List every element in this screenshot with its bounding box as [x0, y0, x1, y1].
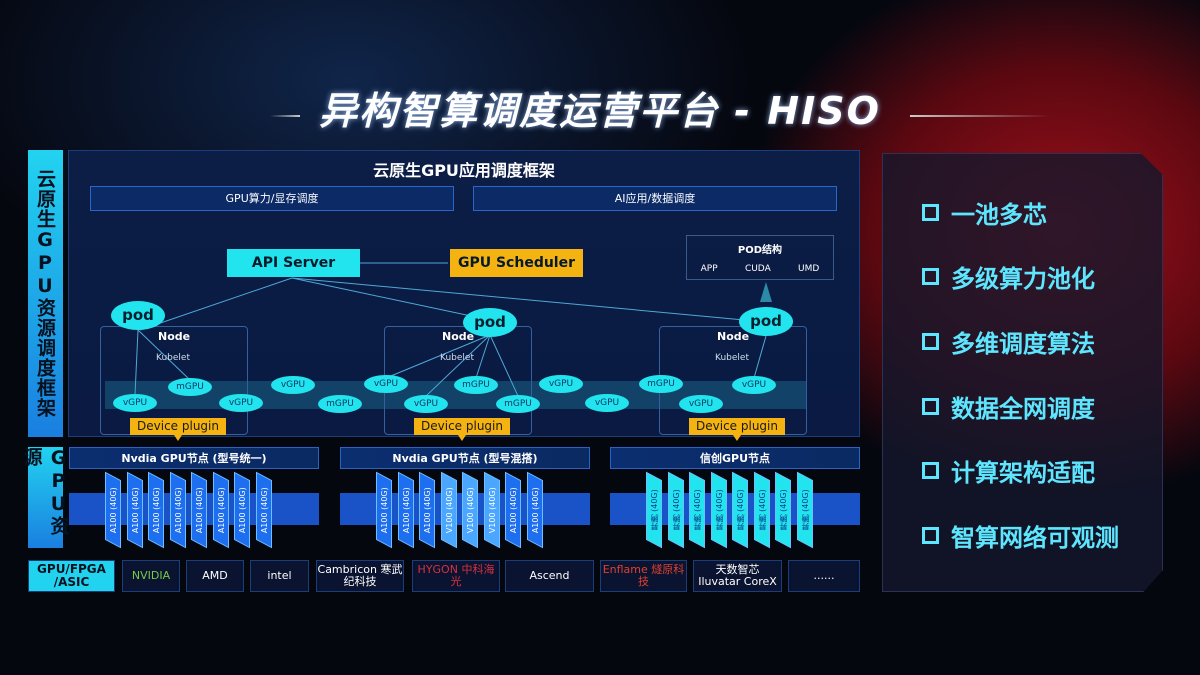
vendor-logo: Ascend [505, 560, 594, 592]
gpu-slice-ellipse: vGPU [404, 395, 448, 413]
node-label: Node [717, 330, 750, 343]
feature-item: 数据全网调度 [922, 389, 1095, 424]
gpu-card: 昇腾 (40G) [667, 471, 684, 549]
gpu-slice-ellipse: vGPU [219, 394, 263, 412]
gpu-card: A100 (40G) [169, 471, 186, 549]
pod-item-umd: UMD [798, 264, 820, 274]
gpu-card: A100 (40G) [148, 471, 164, 549]
pod-ellipse: pod [739, 307, 793, 336]
device-plugin-box: Device plugin [689, 418, 785, 435]
checkbox-square-icon [922, 462, 939, 479]
pod-item-cuda: CUDA [744, 264, 771, 274]
gpu-slice-ellipse: vGPU [585, 394, 629, 412]
gpu-card: A100 (40G) [126, 471, 143, 549]
gpu-node-title: 信创GPU节点 [610, 447, 860, 469]
node-label: Node [442, 330, 475, 343]
pod-item-app: APP [700, 264, 718, 274]
gpu-slice-ellipse: mGPU [496, 395, 540, 413]
checkbox-square-icon [922, 333, 939, 350]
gpu-slice-ellipse: vGPU [364, 375, 408, 393]
gpu-card: V100 (40G) [483, 471, 500, 549]
pod-ellipse: pod [111, 301, 165, 330]
vendor-label: GPU/FPGA /ASIC [28, 560, 115, 592]
gpu-card: A100 (40G) [526, 471, 543, 549]
pod-structure-title: POD结构 [737, 245, 783, 256]
vendor-logo: HYGON 中科海光 [412, 560, 500, 592]
gpu-slice-ellipse: vGPU [732, 376, 776, 394]
gpu-card: A100 (40G) [234, 471, 250, 549]
gpu-card: V100 (40G) [462, 471, 478, 549]
device-plugin-box: Device plugin [130, 418, 226, 435]
checkbox-square-icon [922, 398, 939, 415]
gpu-slice-ellipse: vGPU [271, 376, 315, 394]
framework-title: 云原生GPU应用调度框架 [373, 161, 555, 180]
gpu-card: A100 (40G) [397, 471, 414, 549]
gpu-card: V100 (40G) [440, 471, 457, 549]
vendor-logo: Cambricon 寒武纪科技 [316, 560, 404, 592]
gpu-slice-ellipse: mGPU [168, 378, 212, 396]
feature-item: 多维调度算法 [922, 324, 1095, 359]
title-deco-right [910, 115, 1050, 117]
vendor-logo: AMD [186, 560, 244, 592]
pod-structure-box: POD结构 APP CUDA UMD [686, 235, 834, 280]
kubelet-label: Kubelet [156, 353, 190, 363]
gpu-slice-ellipse: mGPU [318, 395, 362, 413]
title-deco-left [270, 115, 300, 117]
vendor-logo: 天数智芯 Iluvatar CoreX [693, 560, 782, 592]
gpu-card: 昇腾 (40G) [710, 471, 727, 549]
gpu-slice-ellipse: vGPU [113, 394, 157, 412]
vendor-logo: ...... [788, 560, 860, 592]
sub-gpu-scheduling: GPU算力/显存调度 [90, 186, 454, 211]
pod-ellipse: pod [463, 308, 517, 337]
kubelet-label: Kubelet [440, 353, 474, 363]
feature-item: 多级算力池化 [922, 259, 1095, 294]
checkbox-square-icon [922, 204, 939, 221]
vendor-logo: NVIDIA [122, 560, 180, 592]
sub-ai-scheduling: AI应用/数据调度 [473, 186, 837, 211]
gpu-slice-ellipse: mGPU [454, 376, 498, 394]
gpu-card: 昇腾 (40G) [753, 471, 770, 549]
gpu-node-title: Nvdia GPU节点 (型号统一) [69, 447, 319, 469]
features-panel [882, 153, 1163, 592]
gpu-slice-ellipse: mGPU [639, 375, 683, 393]
side-label-framework: 云原生GPU资源调度框架 [28, 150, 63, 437]
arrow-down-icon [458, 435, 466, 445]
node-label: Node [158, 330, 191, 343]
gpu-card: A100 (40G) [105, 471, 121, 549]
gpu-scheduler-box: GPU Scheduler [450, 249, 583, 277]
gpu-card: A100 (40G) [255, 471, 272, 549]
gpu-slice-ellipse: vGPU [539, 375, 583, 393]
gpu-node-title: Nvdia GPU节点 (型号混搭) [340, 447, 590, 469]
arrow-down-icon [174, 435, 182, 445]
gpu-card: A100 (40G) [191, 471, 207, 549]
gpu-card: A100 (40G) [376, 471, 392, 549]
feature-item: 计算架构适配 [922, 453, 1095, 488]
feature-item: 一池多芯 [922, 195, 1047, 230]
gpu-card: 昇腾 (40G) [646, 471, 662, 549]
gpu-card: 昇腾 (40G) [796, 471, 813, 549]
api-server-box: API Server [227, 249, 360, 277]
vendor-logo: intel [250, 560, 309, 592]
gpu-card: A100 (40G) [505, 471, 521, 549]
vendor-logo: Enflame 燧原科技 [600, 560, 687, 592]
arrow-down-icon [733, 435, 741, 445]
page-title: 异构智算调度运营平台 - HISO [319, 89, 881, 133]
gpu-card: A100 (40G) [419, 471, 435, 549]
checkbox-square-icon [922, 268, 939, 285]
gpu-card: 昇腾 (40G) [775, 471, 791, 549]
gpu-slice-ellipse: vGPU [679, 395, 723, 413]
gpu-card: 昇腾 (40G) [732, 471, 748, 549]
gpu-card: 昇腾 (40G) [689, 471, 705, 549]
kubelet-label: Kubelet [715, 353, 749, 363]
checkbox-square-icon [922, 527, 939, 544]
gpu-card: A100 (40G) [212, 471, 229, 549]
device-plugin-box: Device plugin [414, 418, 510, 435]
feature-item: 智算网络可观测 [922, 518, 1119, 553]
